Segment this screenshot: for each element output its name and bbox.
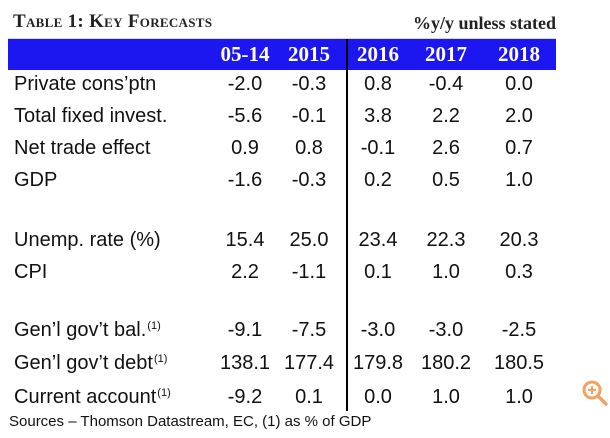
table-cell: 0.1 — [364, 261, 392, 283]
row-label: GDP — [14, 169, 57, 192]
row-label-text: Current account — [14, 386, 157, 408]
table-cell: 180.2 — [420, 352, 472, 374]
forecast-divider-line — [346, 39, 348, 411]
table-cell: -2.0 — [227, 73, 263, 95]
table-cell: -0.1 — [360, 137, 396, 159]
table-cell: 2.2 — [432, 105, 460, 127]
table-cell: 0.8 — [364, 73, 392, 95]
table-cell: 2.0 — [505, 105, 533, 127]
row-label-text: Gen’l gov’t bal. — [14, 319, 147, 341]
table-cell: 0.0 — [364, 386, 392, 408]
table-cell: -0.1 — [291, 105, 327, 127]
table-cell: -1.6 — [227, 169, 263, 191]
table-cell: 0.5 — [432, 169, 460, 191]
table-cell: 0.8 — [295, 137, 323, 159]
table-cell: 179.8 — [352, 352, 404, 374]
table-cell: 0.3 — [505, 261, 533, 283]
footnote-marker: (1) — [147, 320, 161, 332]
table-cell: 0.7 — [505, 137, 533, 159]
row-label: Net trade effect — [14, 137, 150, 160]
row-label: CPI — [14, 261, 47, 284]
table-title: Table 1: Key Forecasts — [13, 11, 213, 32]
row-label-text: GDP — [14, 169, 58, 191]
table-title-bar: Table 1: Key Forecasts %y/y unless state… — [8, 4, 556, 39]
row-label-text: Total fixed invest. — [14, 105, 168, 127]
footnote-marker: (1) — [157, 387, 171, 399]
table-cell: 1.0 — [505, 386, 533, 408]
table-cell: 0.9 — [231, 137, 259, 159]
table-cell: -3.0 — [360, 319, 396, 341]
column-header: 05-14 — [220, 42, 270, 66]
table-cell: -0.3 — [291, 169, 327, 191]
column-header: 2018 — [498, 42, 540, 66]
table-cell: 20.3 — [499, 229, 539, 251]
table-cell: 15.4 — [225, 229, 265, 251]
column-header: 2015 — [288, 42, 330, 66]
row-label: Unemp. rate (%) — [14, 229, 161, 252]
table-cell: -0.3 — [291, 73, 327, 95]
row-label-text: CPI — [14, 261, 48, 283]
table-cell: -2.5 — [501, 319, 537, 341]
table-cell: -9.2 — [227, 386, 263, 408]
row-label: Gen’l gov’t bal.(1) — [14, 319, 161, 342]
column-header-bar: 05-14 2015 2016 2017 2018 — [8, 39, 556, 70]
table-cell: 0.1 — [295, 386, 323, 408]
table-cell: 138.1 — [219, 352, 271, 374]
table-cell: -9.1 — [227, 319, 263, 341]
row-label-text: Private cons’ptn — [14, 73, 157, 95]
table-cell: 3.8 — [364, 105, 392, 127]
table-cell: 1.0 — [432, 261, 460, 283]
table-cell: 1.0 — [432, 386, 460, 408]
row-label: Current account(1) — [14, 386, 171, 409]
table-cell: 23.4 — [358, 229, 398, 251]
row-label-text: Net trade effect — [14, 137, 151, 159]
table-cell: -5.6 — [227, 105, 263, 127]
row-label: Total fixed invest. — [14, 105, 167, 128]
table-cell: 0.2 — [364, 169, 392, 191]
footnote-marker: (1) — [153, 353, 168, 365]
table-cell: 25.0 — [289, 229, 329, 251]
table-cell: -0.4 — [428, 73, 464, 95]
table-cell: 177.4 — [283, 352, 335, 374]
row-label: Private cons’ptn — [14, 73, 156, 96]
table-cell: 2.2 — [231, 261, 259, 283]
row-label-text: Gen’l gov’t debt — [14, 352, 153, 374]
sources-note: Sources – Thomson Datastream, EC, (1) as… — [9, 413, 372, 430]
column-header: 2016 — [357, 42, 399, 66]
column-header: 2017 — [425, 42, 467, 66]
row-label: Gen’l gov’t debt(1) — [14, 352, 167, 375]
table-cell: 0.0 — [505, 73, 533, 95]
table-cell: -7.5 — [291, 319, 327, 341]
units-note: %y/y unless stated — [412, 13, 556, 33]
row-label-text: Unemp. rate (%) — [14, 229, 161, 251]
table-cell: 2.6 — [432, 137, 460, 159]
zoom-in-icon[interactable] — [580, 378, 610, 408]
table-cell: 1.0 — [505, 169, 533, 191]
table-cell: -1.1 — [291, 261, 327, 283]
table-cell: 22.3 — [426, 229, 466, 251]
table-cell: 180.5 — [493, 352, 545, 374]
table-cell: -3.0 — [428, 319, 464, 341]
